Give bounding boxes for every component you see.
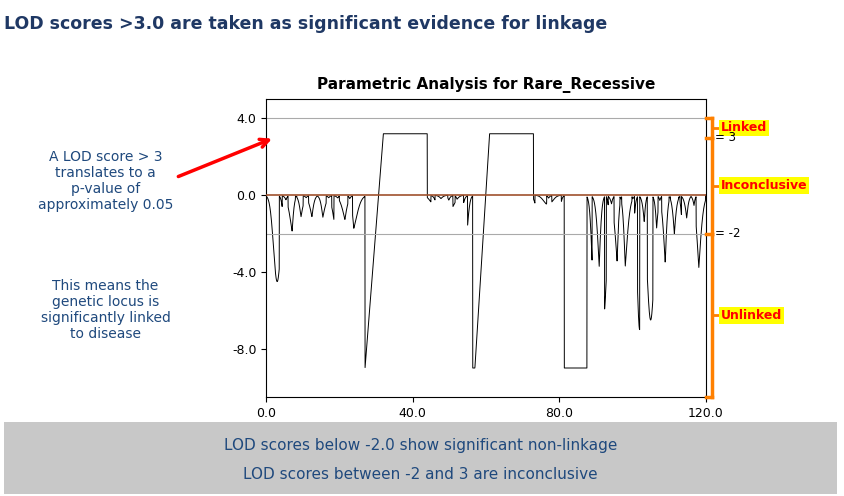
Text: = 3: = 3 bbox=[714, 131, 735, 144]
Text: This means the
genetic locus is
significantly linked
to disease: This means the genetic locus is signific… bbox=[41, 279, 170, 341]
Text: LOD scores >3.0 are taken as significant evidence for linkage: LOD scores >3.0 are taken as significant… bbox=[4, 15, 607, 33]
X-axis label: Position (cM): Position (cM) bbox=[434, 425, 537, 439]
Text: Inconclusive: Inconclusive bbox=[720, 179, 807, 192]
Text: LOD scores between -2 and 3 are inconclusive: LOD scores between -2 and 3 are inconclu… bbox=[243, 467, 597, 482]
Text: Linked: Linked bbox=[720, 122, 766, 134]
Text: A LOD score > 3
translates to a
p-value of
approximately 0.05: A LOD score > 3 translates to a p-value … bbox=[38, 150, 173, 212]
Text: = -2: = -2 bbox=[714, 227, 739, 240]
Title: Parametric Analysis for Rare_Recessive: Parametric Analysis for Rare_Recessive bbox=[316, 77, 654, 93]
Text: LOD scores below -2.0 show significant non-linkage: LOD scores below -2.0 show significant n… bbox=[224, 438, 616, 453]
Text: Unlinked: Unlinked bbox=[720, 309, 781, 322]
